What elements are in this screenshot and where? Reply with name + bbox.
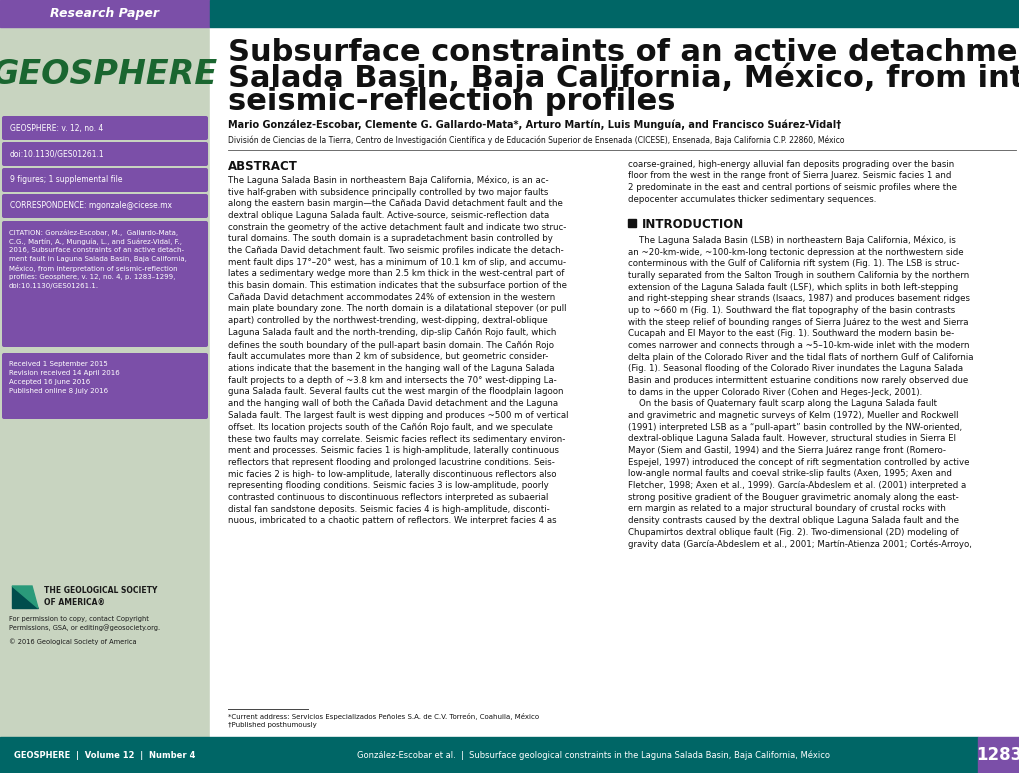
Text: 1283: 1283 (975, 746, 1019, 764)
Text: GEOSPHERE: GEOSPHERE (0, 59, 218, 91)
Bar (0, 737, 977, 773)
Text: Research Paper: Research Paper (51, 7, 159, 20)
Text: INTRODUCTION: INTRODUCTION (641, 218, 744, 230)
FancyBboxPatch shape (2, 142, 208, 166)
Text: CORRESPONDENCE: mgonzale@cicese.mx: CORRESPONDENCE: mgonzale@cicese.mx (10, 202, 172, 210)
FancyBboxPatch shape (2, 353, 208, 419)
Bar (628, 219, 636, 226)
Text: seismic-reflection profiles: seismic-reflection profiles (228, 87, 675, 116)
Text: doi:10.1130/GES01261.1: doi:10.1130/GES01261.1 (10, 149, 105, 158)
Text: ABSTRACT: ABSTRACT (228, 160, 298, 172)
Text: Mario González-Escobar, Clemente G. Gallardo-Mata*, Arturo Martín, Luis Munguía,: Mario González-Escobar, Clemente G. Gall… (228, 120, 841, 130)
Text: The Laguna Salada Basin in northeastern Baja California, México, is an ac-
tive : The Laguna Salada Basin in northeastern … (228, 175, 568, 526)
Text: Salada Basin, Baja California, México, from interpretation of: Salada Basin, Baja California, México, f… (228, 63, 1019, 93)
Text: González-Escobar et al.  |  Subsurface geological constraints in the Laguna Sala: González-Escobar et al. | Subsurface geo… (357, 751, 829, 760)
FancyBboxPatch shape (2, 221, 208, 347)
Text: CITATION: González-Escobar, M.,  Gallardo-Mata,
C.G., Martín, A., Munguía, L., a: CITATION: González-Escobar, M., Gallardo… (9, 229, 186, 289)
Bar (0, 0, 210, 27)
Text: *Current address: Servicios Especializados Peñoles S.A. de C.V. Torreón, Coahuil: *Current address: Servicios Especializad… (228, 713, 539, 728)
FancyBboxPatch shape (2, 168, 208, 192)
Bar (210, 0, 1019, 27)
Polygon shape (12, 586, 38, 608)
Text: The Laguna Salada Basin (LSB) in northeastern Baja California, México, is
an ~20: The Laguna Salada Basin (LSB) in northea… (628, 236, 972, 549)
FancyBboxPatch shape (2, 194, 208, 218)
Polygon shape (12, 586, 38, 608)
Text: © 2016 Geological Society of America: © 2016 Geological Society of America (9, 638, 137, 645)
Text: GEOSPHERE  |  Volume 12  |  Number 4: GEOSPHERE | Volume 12 | Number 4 (14, 751, 196, 760)
Text: Received 1 September 2015
Revision received 14 April 2016
Accepted 16 June 2016
: Received 1 September 2015 Revision recei… (9, 361, 119, 394)
Bar (0, 0, 210, 773)
Text: coarse-grained, high-energy alluvial fan deposits prograding over the basin
floo: coarse-grained, high-energy alluvial fan… (628, 160, 956, 203)
FancyBboxPatch shape (2, 116, 208, 140)
Bar (210, 0, 1019, 773)
Text: División de Ciencias de la Tierra, Centro de Investigación Científica y de Educa: División de Ciencias de la Tierra, Centr… (228, 135, 844, 145)
Text: THE GEOLOGICAL SOCIETY
OF AMERICA®: THE GEOLOGICAL SOCIETY OF AMERICA® (44, 586, 157, 607)
Text: Subsurface constraints of an active detachment fault in Laguna: Subsurface constraints of an active deta… (228, 38, 1019, 67)
Text: For permission to copy, contact Copyright
Permissions, GSA, or editing@geosociet: For permission to copy, contact Copyrigh… (9, 616, 160, 631)
Bar (977, 737, 1019, 773)
Text: GEOSPHERE: v. 12, no. 4: GEOSPHERE: v. 12, no. 4 (10, 124, 103, 132)
Text: 9 figures; 1 supplemental file: 9 figures; 1 supplemental file (10, 175, 122, 185)
